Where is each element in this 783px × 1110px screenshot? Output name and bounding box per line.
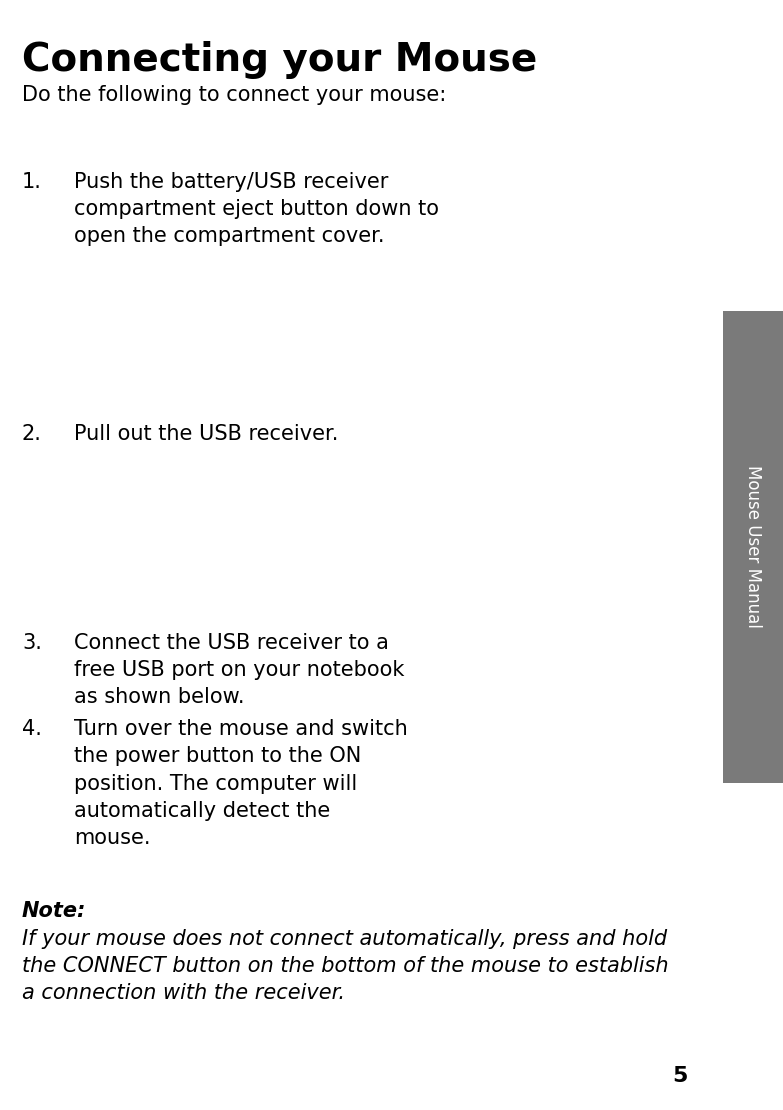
Text: Connecting your Mouse: Connecting your Mouse	[22, 41, 537, 79]
Text: 1.: 1.	[22, 172, 41, 192]
Bar	[329, 289, 713, 533]
Bar	[723, 311, 783, 783]
Text: 4.: 4.	[22, 719, 41, 739]
Text: 2.: 2.	[22, 424, 41, 444]
Text: 3.: 3.	[22, 633, 41, 653]
Text: Mouse User Manual: Mouse User Manual	[744, 465, 762, 628]
Bar	[262, 544, 716, 871]
Text: Do the following to connect your mouse:: Do the following to connect your mouse:	[22, 85, 446, 105]
Bar	[329, 44, 713, 274]
Text: Push the battery/USB receiver
compartment eject button down to
open the compartm: Push the battery/USB receiver compartmen…	[74, 172, 439, 246]
Text: Turn over the mouse and switch
the power button to the ON
position. The computer: Turn over the mouse and switch the power…	[74, 719, 408, 848]
Text: Note:: Note:	[22, 901, 86, 921]
Text: 5: 5	[672, 1066, 687, 1086]
Text: Pull out the USB receiver.: Pull out the USB receiver.	[74, 424, 339, 444]
Text: If your mouse does not connect automatically, press and hold
the CONNECT button : If your mouse does not connect automatic…	[22, 929, 669, 1003]
Text: Connect the USB receiver to a
free USB port on your notebook
as shown below.: Connect the USB receiver to a free USB p…	[74, 633, 405, 707]
